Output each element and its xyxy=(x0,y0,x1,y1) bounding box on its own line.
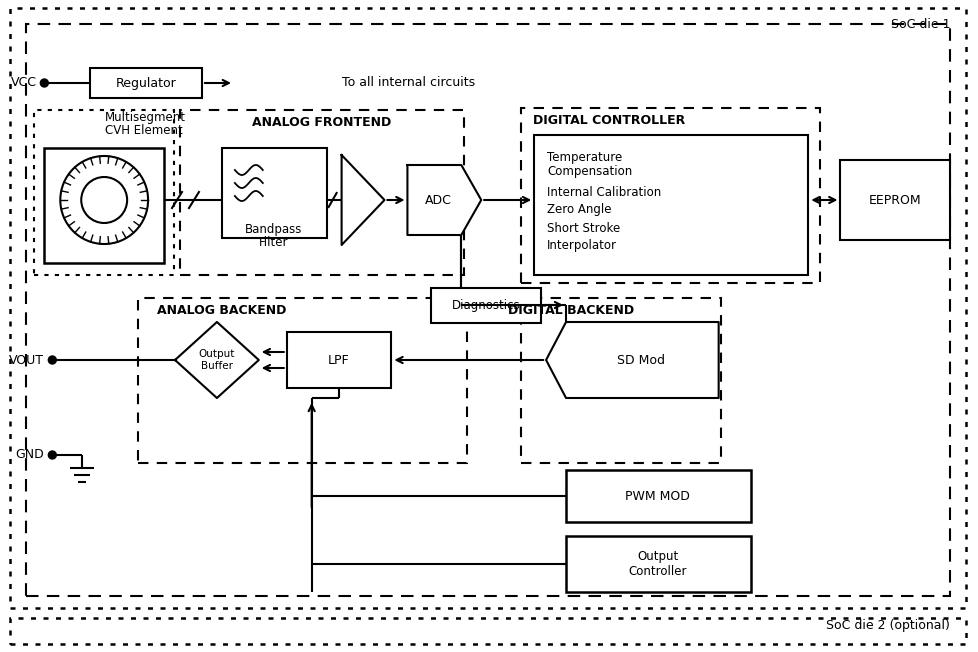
Text: ANALOG BACKEND: ANALOG BACKEND xyxy=(157,303,287,316)
Circle shape xyxy=(48,451,57,459)
Text: Output
Controller: Output Controller xyxy=(628,550,687,578)
Text: Zero Angle: Zero Angle xyxy=(547,203,611,216)
Text: Compensation: Compensation xyxy=(547,166,632,179)
Bar xyxy=(26,24,949,596)
Text: ANALOG FRONTEND: ANALOG FRONTEND xyxy=(251,115,391,128)
Polygon shape xyxy=(407,165,481,235)
Text: VCC: VCC xyxy=(12,76,37,89)
Text: Output
Buffer: Output Buffer xyxy=(199,349,235,371)
Bar xyxy=(520,108,820,283)
Text: PWM MOD: PWM MOD xyxy=(625,490,689,503)
Polygon shape xyxy=(546,322,718,398)
Bar xyxy=(44,148,164,263)
Text: Temperature: Temperature xyxy=(547,151,622,164)
Bar xyxy=(90,68,201,98)
Bar xyxy=(287,332,391,388)
Text: VOUT: VOUT xyxy=(10,353,44,366)
Bar xyxy=(520,298,720,463)
Text: Internal Calibration: Internal Calibration xyxy=(547,186,661,198)
Circle shape xyxy=(48,356,57,364)
Text: EEPROM: EEPROM xyxy=(868,194,920,207)
Text: SoC die 2 (optional): SoC die 2 (optional) xyxy=(825,619,949,632)
Text: DIGITAL CONTROLLER: DIGITAL CONTROLLER xyxy=(532,113,685,126)
Text: SoC die 1: SoC die 1 xyxy=(890,18,949,31)
Bar xyxy=(222,148,327,238)
Text: GND: GND xyxy=(16,449,44,462)
Bar xyxy=(565,536,750,592)
Text: Multisegment: Multisegment xyxy=(105,111,186,125)
Text: Bandpass: Bandpass xyxy=(244,224,302,237)
Polygon shape xyxy=(341,155,384,245)
Bar xyxy=(180,110,464,275)
Circle shape xyxy=(40,79,48,87)
Text: Filter: Filter xyxy=(259,237,289,250)
Text: SD Mod: SD Mod xyxy=(616,353,664,366)
Bar xyxy=(11,618,965,644)
Bar xyxy=(138,298,467,463)
Polygon shape xyxy=(175,322,258,398)
Bar xyxy=(431,288,541,323)
Text: LPF: LPF xyxy=(328,353,349,366)
Text: To all internal circuits: To all internal circuits xyxy=(341,76,474,89)
Text: Short Stroke: Short Stroke xyxy=(547,222,620,235)
Bar xyxy=(534,135,808,275)
Text: Diagnostics: Diagnostics xyxy=(452,299,520,312)
Bar xyxy=(839,160,949,240)
Text: Regulator: Regulator xyxy=(115,76,176,89)
Text: CVH Element: CVH Element xyxy=(105,123,183,136)
Text: DIGITAL BACKEND: DIGITAL BACKEND xyxy=(508,303,634,316)
Bar xyxy=(34,110,174,275)
Bar xyxy=(565,470,750,522)
Text: ADC: ADC xyxy=(424,194,451,207)
Text: Interpolator: Interpolator xyxy=(547,239,616,252)
